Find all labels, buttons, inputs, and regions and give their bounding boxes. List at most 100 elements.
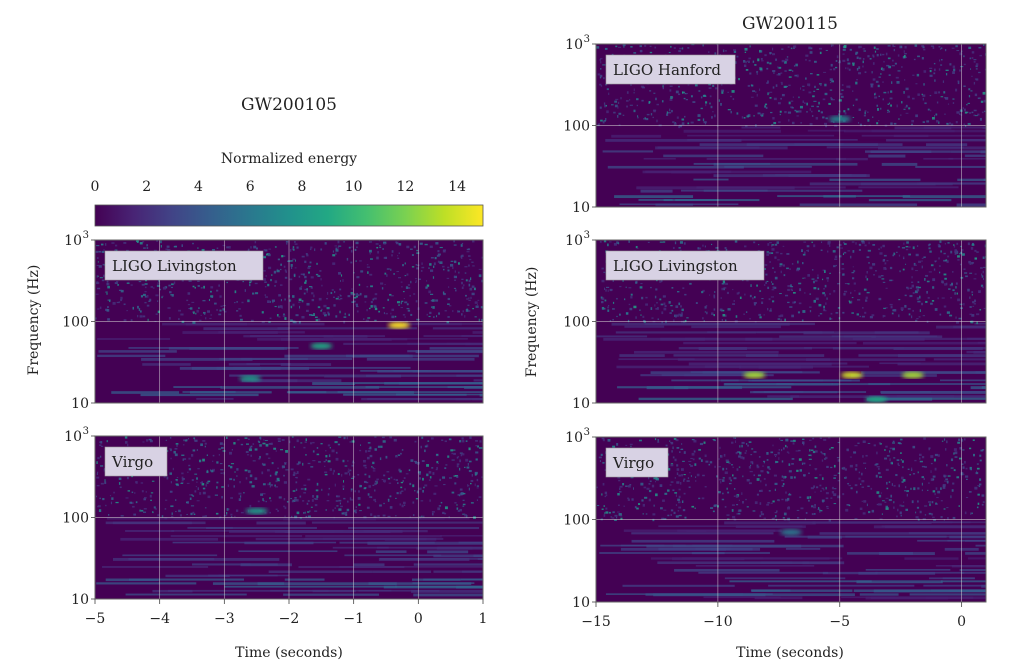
noise-speck (98, 509, 102, 513)
noise-speck (374, 501, 377, 503)
noise-speck (351, 301, 355, 303)
noise-speck (870, 83, 874, 86)
ytick-exponent: 3 (83, 230, 89, 241)
noise-speck (364, 301, 367, 303)
noise-speck (358, 503, 361, 506)
left-title: GW200105 (241, 95, 337, 115)
noise-speck (982, 501, 985, 503)
detector-label-box (104, 446, 168, 477)
noise-speck (411, 266, 415, 268)
noise-speck (276, 477, 280, 481)
noise-speck (290, 498, 293, 500)
noise-speck (970, 90, 973, 92)
noise-speck (437, 250, 440, 253)
noise-speck (469, 258, 472, 261)
noise-speck (602, 64, 606, 66)
noise-speck (123, 303, 126, 306)
noise-speck (771, 245, 773, 248)
noise-speck (862, 512, 866, 515)
noise-speck (359, 292, 362, 296)
noise-speck (701, 497, 705, 500)
noise-speck (201, 481, 204, 484)
noise-speck (244, 289, 246, 292)
noise-speck (303, 492, 306, 494)
noise-speck (468, 264, 470, 267)
noise-speck (917, 300, 921, 303)
noise-speck (929, 67, 933, 69)
noise-speck (975, 63, 979, 66)
noise-speck (276, 269, 280, 273)
noise-speck (939, 313, 942, 316)
noise-speck (889, 303, 893, 306)
noise-speck (623, 298, 626, 301)
noise-speck (927, 489, 929, 491)
noise-speck (882, 81, 884, 83)
noise-speck (831, 486, 835, 490)
noise-speck (714, 52, 717, 55)
noise-speck (301, 315, 305, 319)
noise-speck (752, 90, 756, 93)
noise-speck (788, 69, 792, 72)
noise-speck (165, 499, 168, 501)
noise-speck (293, 446, 296, 448)
noise-speck (811, 114, 814, 117)
noise-speck (923, 256, 926, 259)
noise-speck (724, 471, 728, 475)
noise-band (758, 365, 801, 369)
noise-speck (130, 319, 133, 322)
noise-speck (698, 497, 701, 500)
noise-speck (978, 71, 981, 74)
noise-speck (306, 502, 309, 505)
noise-speck (353, 296, 357, 299)
noise-speck (320, 248, 323, 251)
noise-speck (601, 437, 605, 440)
noise-speck (464, 466, 466, 468)
detector-label-box (605, 447, 669, 478)
noise-speck (107, 285, 110, 289)
noise-band (243, 335, 334, 338)
noise-speck (827, 437, 831, 439)
noise-speck (681, 118, 685, 121)
noise-speck (751, 84, 754, 87)
noise-speck (612, 445, 616, 448)
noise-speck (298, 320, 301, 324)
noise-speck (954, 292, 956, 295)
noise-speck (976, 506, 979, 509)
noise-speck (430, 256, 434, 259)
noise-speck (888, 65, 892, 69)
noise-band (698, 347, 748, 350)
noise-speck (293, 499, 297, 501)
noise-band (745, 354, 825, 357)
noise-speck (824, 310, 827, 312)
noise-band (858, 186, 959, 189)
noise-band (974, 322, 986, 325)
noise-band (343, 342, 471, 345)
noise-speck (470, 502, 474, 504)
noise-speck (637, 116, 639, 119)
ytick-exponent: 3 (584, 34, 590, 45)
noise-speck (753, 296, 756, 299)
noise-band (643, 157, 676, 160)
noise-speck (823, 270, 826, 273)
noise-speck (905, 263, 907, 265)
noise-speck (867, 249, 871, 252)
noise-speck (603, 505, 605, 507)
noise-speck (351, 288, 353, 290)
noise-speck (354, 510, 356, 513)
noise-speck (744, 452, 747, 454)
noise-speck (267, 483, 270, 486)
noise-speck (766, 280, 769, 283)
noise-speck (724, 319, 727, 322)
noise-speck (819, 51, 822, 55)
noise-speck (308, 286, 312, 288)
noise-speck (379, 246, 382, 249)
ytick-label: 10 (572, 200, 590, 216)
noise-speck (229, 478, 233, 481)
noise-speck (838, 113, 840, 116)
noise-speck (220, 472, 223, 474)
noise-speck (813, 90, 816, 92)
noise-speck (969, 57, 971, 60)
noise-speck (921, 476, 925, 479)
noise-speck (176, 445, 178, 447)
noise-band (935, 564, 984, 567)
